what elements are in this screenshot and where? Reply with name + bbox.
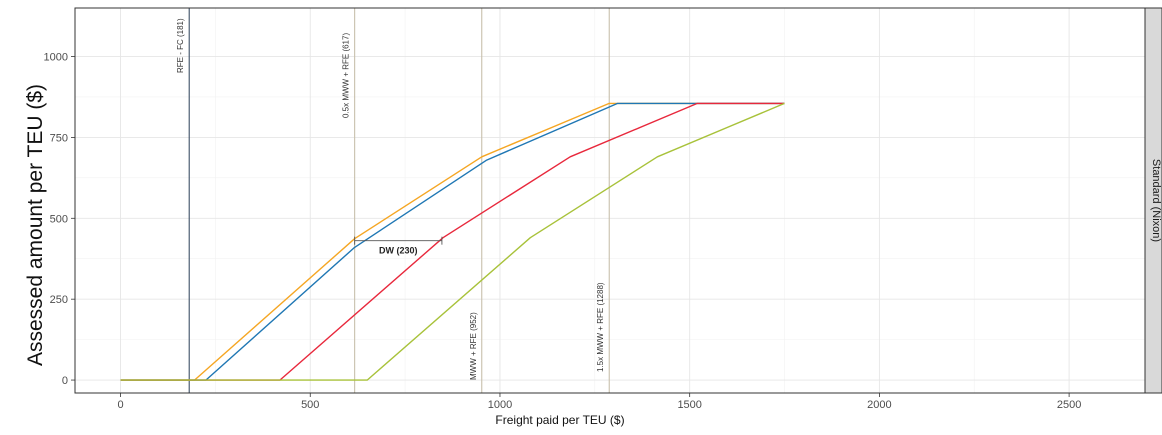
y-tick-label: 0 <box>62 375 68 387</box>
series-line-3 <box>120 102 785 381</box>
plot-background <box>75 8 1145 393</box>
facet-strip-label: Standard (Nixon) <box>1150 159 1162 242</box>
y-tick-label: 750 <box>50 132 68 144</box>
x-tick-label: 500 <box>301 399 319 411</box>
reference-line-label-3: 1.5x MWW + RFE (1288) <box>596 282 605 372</box>
x-axis-title: Freight paid per TEU ($) <box>495 413 624 427</box>
x-tick-label: 2000 <box>867 399 891 411</box>
annotation-label: DW (230) <box>379 246 418 256</box>
y-tick-label: 250 <box>50 294 68 306</box>
x-tick-label: 2500 <box>1057 399 1081 411</box>
facet-strip <box>1144 7 1162 394</box>
reference-line-label-0: RFE - FC (181) <box>176 18 185 73</box>
y-axis-title: Assessed amount per TEU ($) <box>24 84 47 366</box>
y-tick-label: 1000 <box>44 52 68 64</box>
reference-line-label-2: MWW + RFE (952) <box>469 312 478 380</box>
reference-line-label-1: 0.5x MWW + RFE (617) <box>342 33 351 118</box>
y-tick-label: 500 <box>50 213 68 225</box>
x-tick-label: 0 <box>117 399 123 411</box>
x-tick-label: 1500 <box>677 399 701 411</box>
x-tick-label: 1000 <box>488 399 512 411</box>
